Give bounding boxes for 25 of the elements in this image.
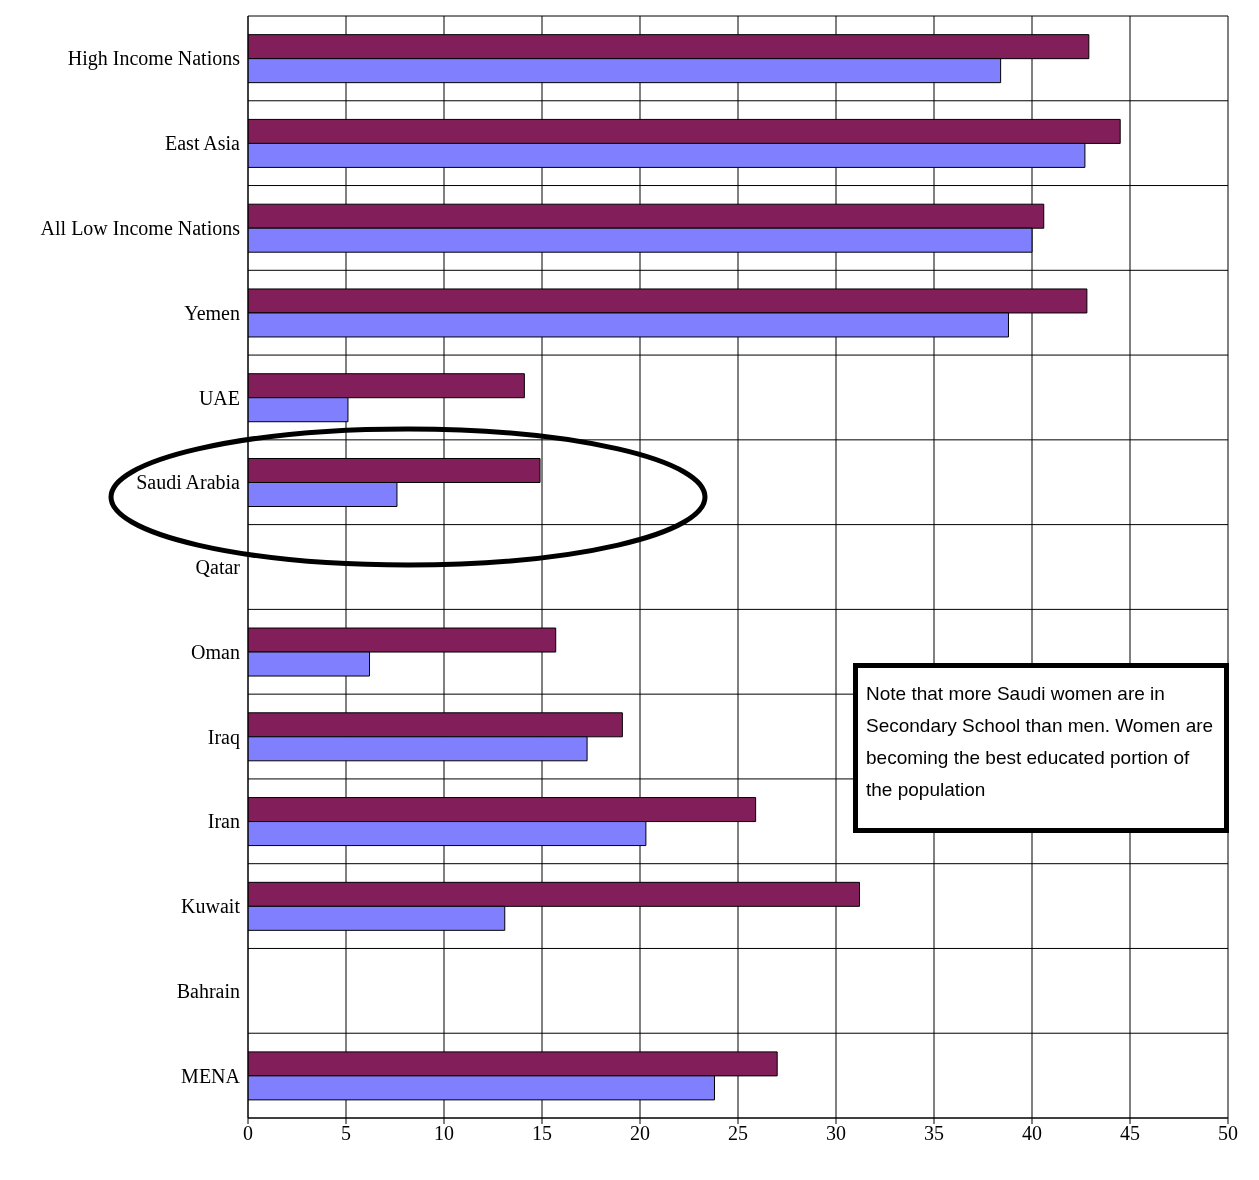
y-tick-label: All Low Income Nations xyxy=(40,217,241,240)
x-tick-label: 30 xyxy=(826,1122,846,1145)
y-tick-label: Yemen xyxy=(184,301,240,324)
x-tick-label: 35 xyxy=(924,1122,944,1145)
y-tick-label: MENA xyxy=(181,1064,241,1087)
y-tick-label: Oman xyxy=(191,640,240,663)
x-tick-label: 5 xyxy=(341,1122,351,1145)
y-tick-label: Iraq xyxy=(207,725,240,749)
x-tick-label: 50 xyxy=(1218,1122,1238,1145)
note-box: Note that more Saudi women are in Secondary School than men. Women are becoming the best educated portion of the population xyxy=(853,663,1229,833)
x-tick-label: 20 xyxy=(630,1122,650,1145)
y-tick-label: East Asia xyxy=(165,132,241,155)
x-tick-label: 15 xyxy=(532,1122,552,1145)
y-tick-label: Bahrain xyxy=(176,979,240,1002)
y-tick-label: High Income Nations xyxy=(67,47,241,71)
x-tick-label: 40 xyxy=(1022,1122,1042,1145)
y-tick-label: Iran xyxy=(207,810,240,833)
x-tick-label: 10 xyxy=(434,1122,454,1145)
y-tick-label: Kuwait xyxy=(181,895,241,918)
y-tick-label: Qatar xyxy=(195,556,241,579)
x-tick-label: 45 xyxy=(1120,1122,1140,1145)
x-tick-label: 0 xyxy=(243,1122,253,1145)
y-tick-label: Saudi Arabia xyxy=(136,471,241,494)
x-tick-label: 25 xyxy=(728,1122,748,1145)
y-tick-label: UAE xyxy=(198,386,240,409)
